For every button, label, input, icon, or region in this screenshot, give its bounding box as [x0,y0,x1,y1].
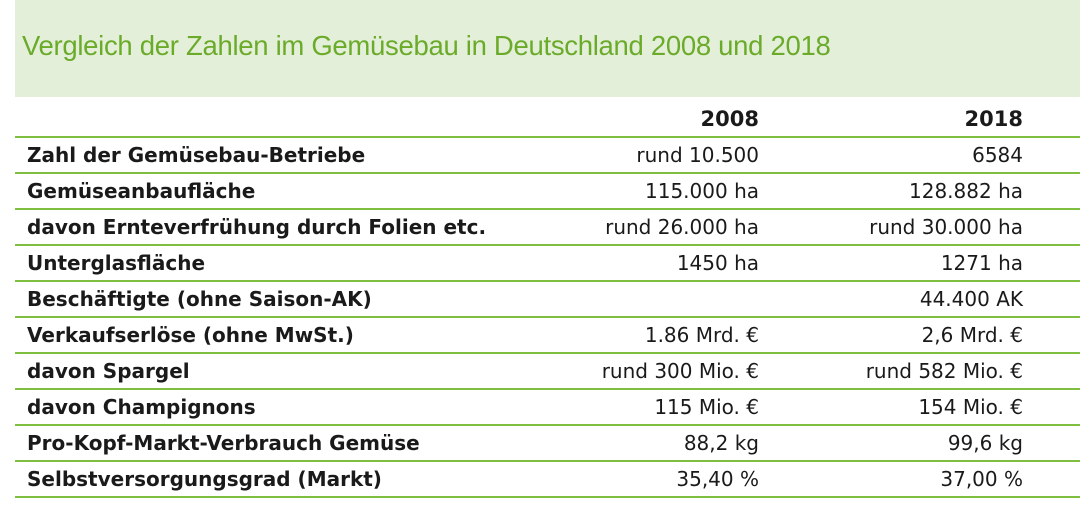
header-2008: 2008 [700,107,759,131]
value-2008: 88,2 kg [683,431,759,455]
value-2008: 1.86 Mrd. € [644,323,759,347]
value-2018: 44.400 AK [919,287,1023,311]
row-label: Unterglasfläche [27,251,206,275]
value-2008: 1450 ha [676,251,759,275]
value-2008: rund 300 Mio. € [601,359,759,383]
value-2008: 115.000 ha [645,179,759,203]
title-banner [15,0,1080,97]
table-row: davon Ernteverfrühung durch Folien etc. … [15,210,1080,246]
table-row: Pro-Kopf-Markt-Verbrauch Gemüse 88,2 kg … [15,426,1080,462]
value-2018: 2,6 Mrd. € [921,323,1023,347]
header-2018: 2018 [964,107,1023,131]
table-row: davon Spargel rund 300 Mio. € rund 582 M… [15,354,1080,390]
table-row: Zahl der Gemüsebau-Betriebe rund 10.500 … [15,138,1080,174]
value-2018: 37,00 % [940,467,1023,491]
table-row: Selbstversorgungsgrad (Markt) 35,40 % 37… [15,462,1080,498]
row-label: Gemüseanbaufläche [27,179,256,203]
value-2008: rund 10.500 [636,143,759,167]
table-header-row: 2008 2018 [15,102,1080,138]
table-row: Beschäftigte (ohne Saison-AK) 44.400 AK [15,282,1080,318]
row-label: davon Champignons [27,395,256,419]
value-2008: rund 26.000 ha [605,215,759,239]
row-label: davon Ernteverfrühung durch Folien etc. [27,215,487,239]
value-2018: 154 Mio. € [918,395,1023,419]
value-2018: 128.882 ha [909,179,1023,203]
row-label: Selbstversorgungsgrad (Markt) [27,467,382,491]
row-label: Beschäftigte (ohne Saison-AK) [27,287,372,311]
table-row: Unterglasfläche 1450 ha 1271 ha [15,246,1080,282]
value-2018: 1271 ha [940,251,1023,275]
value-2018: 99,6 kg [947,431,1023,455]
row-label: Zahl der Gemüsebau-Betriebe [27,143,366,167]
value-2018: 6584 [972,143,1023,167]
value-2018: rund 582 Mio. € [865,359,1023,383]
value-2008: 115 Mio. € [654,395,759,419]
row-label: Pro-Kopf-Markt-Verbrauch Gemüse [27,431,420,455]
page-title: Vergleich der Zahlen im Gemüsebau in Deu… [22,30,831,61]
row-label: Verkaufserlöse (ohne MwSt.) [27,323,354,347]
comparison-table: 2008 2018 Zahl der Gemüsebau-Betriebe ru… [15,102,1080,498]
value-2018: rund 30.000 ha [869,215,1023,239]
table-row: Gemüseanbaufläche 115.000 ha 128.882 ha [15,174,1080,210]
table-row: davon Champignons 115 Mio. € 154 Mio. € [15,390,1080,426]
table-row: Verkaufserlöse (ohne MwSt.) 1.86 Mrd. € … [15,318,1080,354]
row-label: davon Spargel [27,359,190,383]
value-2008: 35,40 % [676,467,759,491]
